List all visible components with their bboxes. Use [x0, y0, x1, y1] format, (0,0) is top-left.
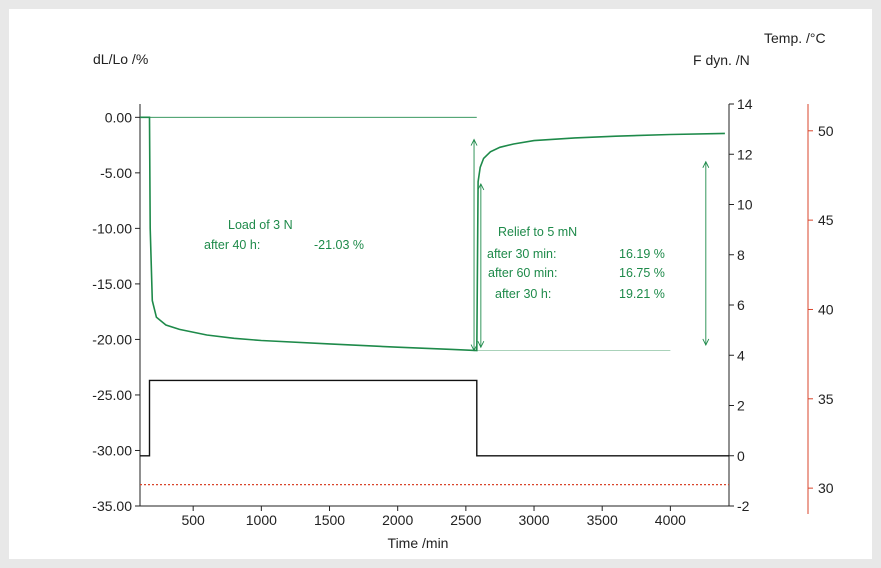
relief-arrow-1-head-top	[470, 138, 478, 146]
y-left-tick-label: -35.00	[92, 498, 132, 514]
x-tick-label: 1500	[314, 512, 345, 528]
y-right2-tick-label: 45	[818, 212, 834, 228]
x-tick-label: 4000	[655, 512, 686, 528]
y-right2-tick-label: 30	[818, 480, 834, 496]
y-right1-tick-label: 2	[737, 398, 745, 414]
relief-row-3-value: 19.21 %	[619, 287, 665, 301]
y-right1-axis-label: F dyn. /N	[693, 52, 750, 68]
x-tick-label: 1000	[246, 512, 277, 528]
y-right1-tick-label: 14	[737, 96, 753, 112]
y-left-tick-label: -15.00	[92, 276, 132, 292]
x-tick-label: 500	[181, 512, 205, 528]
relief-title-text: Relief to 5 mN	[498, 225, 577, 239]
force-line	[140, 379, 729, 457]
relief-row-1-label: after 30 min:	[487, 247, 556, 261]
y-left-tick-label: -5.00	[100, 165, 132, 181]
relief-arrow-2-head-bottom	[477, 340, 485, 349]
relief-arrow-3-head-bottom	[702, 338, 710, 346]
chart-frame: 500 1000 1500 2000 2500 3000 3500 4000 0.00 -5.00…	[9, 9, 872, 559]
y-right2-tick-label: 50	[818, 123, 834, 139]
y-left-tick-label: -25.00	[92, 387, 132, 403]
annotation-layer: Load of 3 N after 40 h: -21.03 % Relief …	[204, 138, 710, 352]
y-right1-tick-label: -2	[737, 498, 750, 514]
y-left-tick-label: -30.00	[92, 442, 132, 458]
relief-row-1-value: 16.19 %	[619, 247, 665, 261]
load-label-text: after 40 h:	[204, 238, 260, 252]
y-left-tick-label: 0.00	[105, 109, 132, 125]
y-right1-tick-label: 12	[737, 146, 753, 162]
y-right2-tick-label: 35	[818, 391, 834, 407]
y-right1-tick-label: 4	[737, 347, 745, 363]
y-left-tick-label: -10.00	[92, 220, 132, 236]
load-value-text: -21.03 %	[314, 238, 364, 252]
relief-arrow-2-head-top	[477, 182, 485, 191]
relief-arrow-3-head-top	[702, 160, 710, 168]
strain-line	[140, 116, 725, 352]
ticks-layer: 500 1000 1500 2000 2500 3000 3500 40000.00-5.00…	[92, 96, 833, 528]
y-right1-tick-label: 10	[737, 197, 753, 213]
chart-svg: 500 1000 1500 2000 2500 3000 3500 40000.00-5.00…	[9, 9, 872, 559]
relief-row-3-label: after 30 h:	[495, 287, 551, 301]
x-tick-label: 3000	[518, 512, 549, 528]
y-right1-tick-label: 0	[737, 448, 745, 464]
x-tick-label: 2000	[382, 512, 413, 528]
x-tick-label: 2500	[450, 512, 481, 528]
y-right1-tick-label: 8	[737, 247, 745, 263]
y-right1-tick-label: 6	[737, 297, 745, 313]
y-right2-tick-label: 40	[818, 301, 834, 317]
relief-arrow-1-head-bottom	[470, 344, 478, 352]
y-right2-axis-label: Temp. /°C	[764, 30, 826, 46]
load-title-text: Load of 3 N	[228, 218, 293, 232]
relief-row-2-value: 16.75 %	[619, 266, 665, 280]
plot-background	[9, 9, 872, 559]
x-tick-label: 3500	[587, 512, 618, 528]
series-layer	[140, 116, 729, 486]
relief-row-2-label: after 60 min:	[488, 266, 557, 280]
y-left-tick-label: -20.00	[92, 331, 132, 347]
y-left-axis-label: dL/Lo /%	[93, 51, 148, 67]
x-axis-label: Time /min	[388, 535, 449, 551]
